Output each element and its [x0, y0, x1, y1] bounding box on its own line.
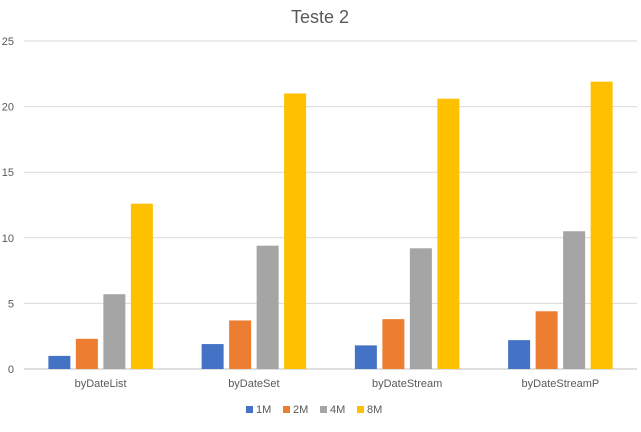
legend-swatch [283, 406, 290, 413]
legend-label: 4M [330, 404, 345, 416]
bar [354, 345, 377, 369]
bar [508, 340, 531, 369]
bar [284, 93, 307, 369]
y-tick-label: 5 [8, 298, 14, 310]
x-tick-label: byDateSet [228, 378, 279, 390]
x-tick-label: byDateStreamP [522, 378, 600, 390]
y-tick-label: 20 [2, 102, 14, 114]
gridlines [24, 40, 637, 370]
legend-label: 1M [256, 404, 271, 416]
legend: 1M 2M 4M 8M [246, 404, 382, 416]
bar [590, 81, 613, 369]
y-tick-label: 25 [2, 36, 14, 48]
legend-swatch [320, 406, 327, 413]
bars [48, 81, 613, 369]
y-tick-label: 15 [2, 167, 14, 179]
legend-swatch [357, 406, 364, 413]
bar [256, 245, 279, 369]
legend-label: 2M [293, 404, 308, 416]
legend-swatch [246, 406, 253, 413]
bar [229, 320, 252, 369]
bar [409, 248, 432, 369]
y-tick-label: 0 [8, 364, 14, 376]
bar [130, 203, 153, 369]
y-tick-label: 10 [2, 233, 14, 245]
bar [48, 355, 71, 369]
bar [535, 311, 558, 369]
bar [75, 338, 98, 369]
x-tick-label: byDateStream [372, 378, 442, 390]
bar [563, 231, 586, 369]
bar [201, 344, 224, 369]
chart-title: Teste 2 [291, 7, 349, 27]
legend-label: 8M [367, 404, 382, 416]
bar [382, 319, 405, 369]
x-axis-category-labels: byDateList byDateSet byDateStream byDateStr… [75, 378, 600, 390]
x-tick-label: byDateList [75, 378, 127, 390]
bar [103, 294, 126, 369]
y-axis-tick-labels: 0 5 10 15 20 25 [2, 36, 14, 376]
bar [437, 98, 460, 369]
